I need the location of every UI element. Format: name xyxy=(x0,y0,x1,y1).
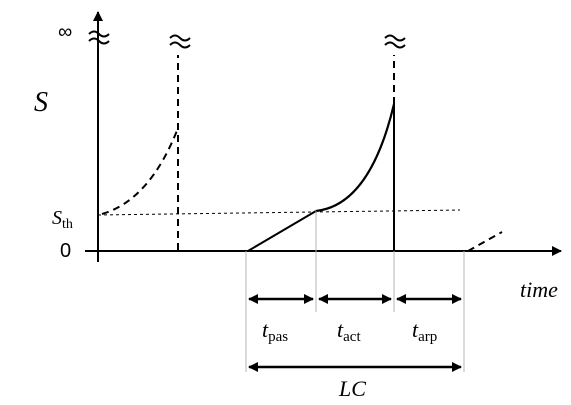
t-pas-label: tpas xyxy=(262,317,288,345)
guide-lines xyxy=(245,211,465,372)
y-axis-label: S xyxy=(34,87,48,118)
infinity-label: ∞ xyxy=(58,21,72,43)
t-pas-main: t xyxy=(262,317,269,342)
active-rise-curve xyxy=(315,103,396,213)
axis-break-mark xyxy=(88,30,110,45)
threshold-label-sub: th xyxy=(62,217,73,232)
threshold-label-main: S xyxy=(52,207,62,229)
lc-label: LC xyxy=(338,376,366,401)
t-arp-sub: arp xyxy=(418,329,437,345)
zero-label: 0 xyxy=(60,240,71,262)
t-arp-label: tarp xyxy=(412,317,437,345)
x-axis-label: time xyxy=(520,277,558,302)
t-act-label: tact xyxy=(337,317,361,345)
threshold-label: Sth xyxy=(52,207,73,232)
t-pas-sub: pas xyxy=(268,329,288,345)
next-cycle-dashed xyxy=(467,231,503,252)
threshold-line xyxy=(97,209,461,216)
t-arp-main: t xyxy=(412,317,419,342)
break-mark-left-spike xyxy=(169,34,191,49)
break-mark-right-spike xyxy=(384,34,406,49)
passive-rise-line xyxy=(247,210,317,252)
t-act-main: t xyxy=(337,317,344,342)
previous-spike-curve xyxy=(101,127,179,215)
t-act-sub: act xyxy=(343,329,361,345)
